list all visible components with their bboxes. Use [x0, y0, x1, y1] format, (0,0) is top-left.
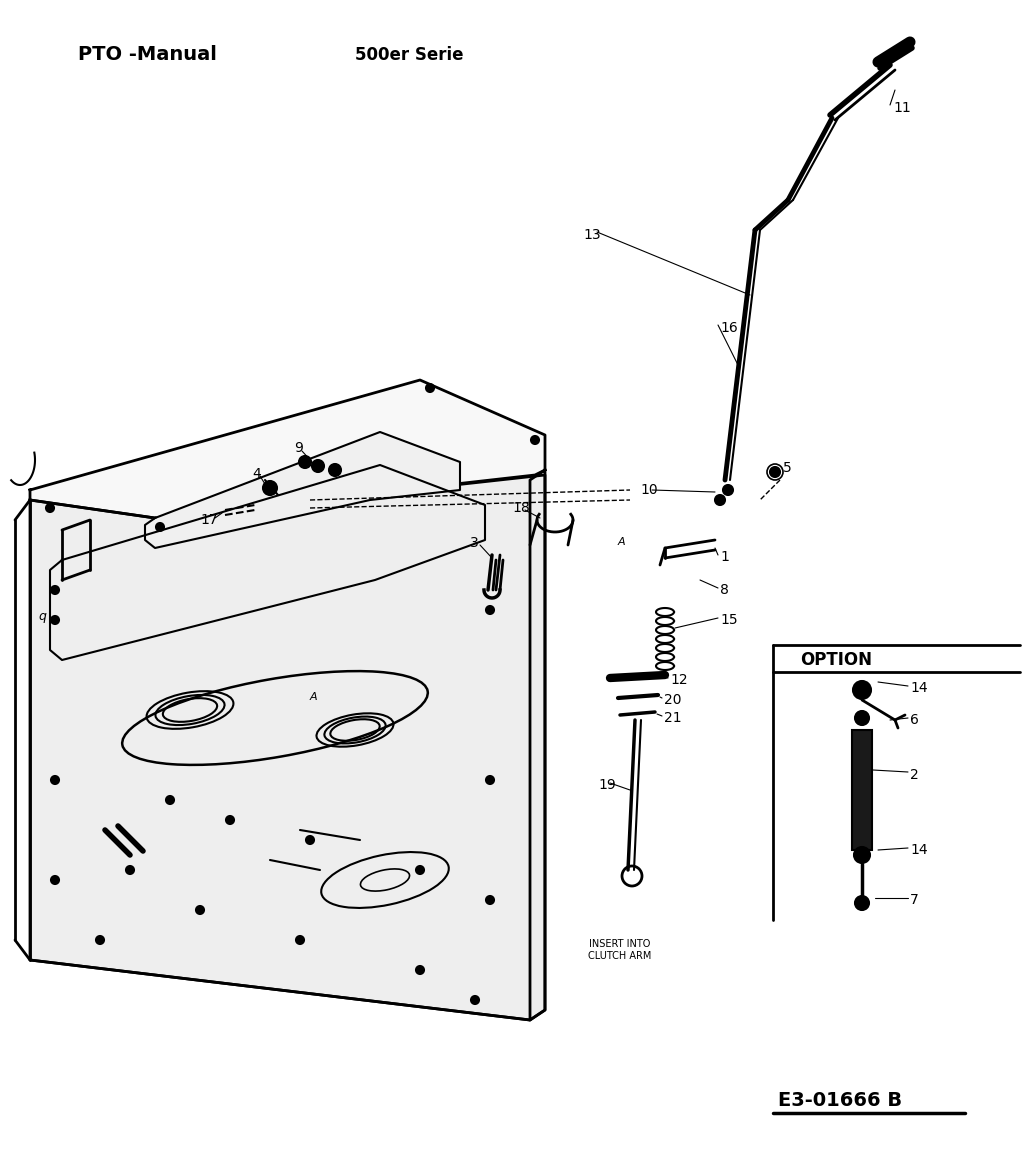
Text: E3-01666 B: E3-01666 B	[778, 1091, 902, 1110]
Circle shape	[51, 586, 59, 595]
Circle shape	[226, 816, 234, 823]
Text: 5: 5	[783, 461, 792, 475]
Text: 21: 21	[664, 711, 681, 725]
Text: PTO -Manual: PTO -Manual	[78, 46, 217, 64]
Text: 18: 18	[512, 501, 529, 515]
Circle shape	[51, 616, 59, 624]
Polygon shape	[30, 475, 545, 1020]
Text: 11: 11	[893, 100, 911, 114]
Circle shape	[196, 906, 204, 915]
Text: 13: 13	[583, 228, 601, 242]
Text: 17: 17	[200, 513, 218, 527]
Text: 10: 10	[640, 484, 657, 498]
Text: A: A	[618, 537, 625, 547]
Text: 14: 14	[910, 843, 928, 857]
Circle shape	[486, 896, 494, 904]
Circle shape	[416, 966, 424, 974]
Text: 7: 7	[910, 894, 918, 908]
Circle shape	[296, 936, 304, 944]
Circle shape	[51, 776, 59, 784]
Circle shape	[486, 606, 494, 614]
Circle shape	[312, 460, 324, 472]
Text: 1: 1	[720, 550, 729, 564]
Text: 19: 19	[598, 778, 616, 792]
Circle shape	[854, 847, 870, 863]
Circle shape	[416, 865, 424, 874]
Text: 6: 6	[910, 712, 918, 726]
Polygon shape	[30, 380, 545, 517]
Text: 20: 20	[664, 693, 681, 707]
Circle shape	[51, 876, 59, 884]
Text: 16: 16	[720, 321, 738, 335]
Circle shape	[854, 896, 869, 910]
Text: 8: 8	[720, 583, 729, 597]
Circle shape	[96, 936, 104, 944]
Polygon shape	[530, 470, 545, 1020]
Circle shape	[166, 797, 174, 804]
Circle shape	[531, 436, 539, 444]
Polygon shape	[146, 432, 460, 548]
Circle shape	[486, 776, 494, 784]
Circle shape	[471, 996, 479, 1004]
Text: 3: 3	[470, 536, 479, 550]
Text: 15: 15	[720, 613, 738, 627]
Text: OPTION: OPTION	[800, 651, 872, 669]
Text: 9: 9	[294, 442, 302, 456]
Circle shape	[770, 467, 780, 477]
Circle shape	[723, 485, 733, 495]
Circle shape	[307, 836, 314, 844]
Circle shape	[126, 865, 134, 874]
Circle shape	[715, 495, 725, 505]
Circle shape	[329, 464, 341, 477]
Text: 4: 4	[252, 467, 261, 481]
Circle shape	[263, 481, 277, 495]
Text: 2: 2	[910, 769, 918, 783]
Circle shape	[299, 456, 311, 468]
Text: 500er Serie: 500er Serie	[355, 46, 463, 64]
Text: 14: 14	[910, 681, 928, 695]
Bar	[852, 730, 872, 850]
Circle shape	[854, 711, 869, 725]
Text: q: q	[38, 610, 45, 623]
Text: A: A	[310, 691, 318, 702]
Circle shape	[156, 523, 164, 531]
Circle shape	[853, 681, 871, 698]
Text: INSERT INTO
CLUTCH ARM: INSERT INTO CLUTCH ARM	[588, 939, 651, 961]
Text: 12: 12	[670, 673, 687, 687]
Circle shape	[426, 384, 434, 392]
Circle shape	[46, 505, 54, 512]
